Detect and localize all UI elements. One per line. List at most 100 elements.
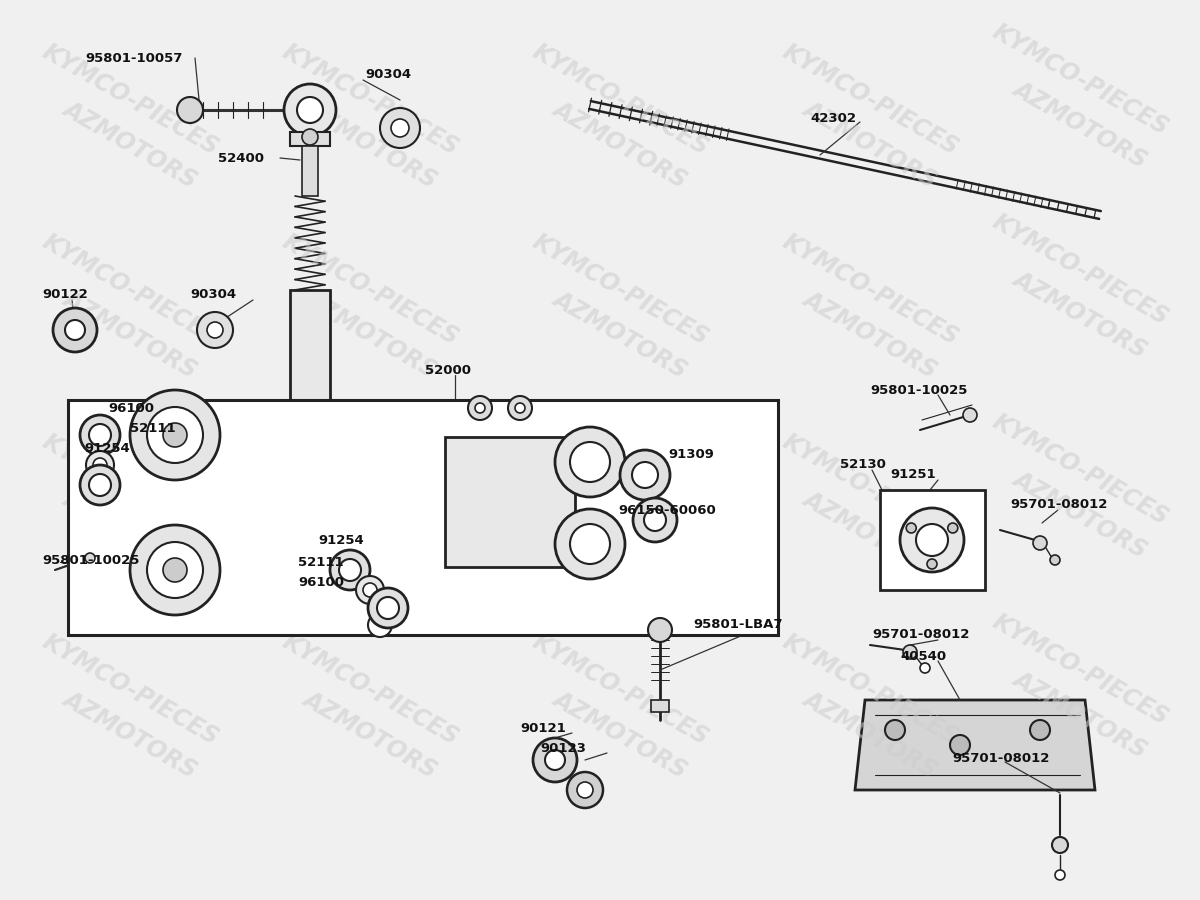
- Text: AZMOTORS: AZMOTORS: [1009, 77, 1151, 173]
- Circle shape: [916, 524, 948, 556]
- Text: 52111: 52111: [298, 555, 343, 569]
- Text: AZMOTORS: AZMOTORS: [299, 97, 442, 193]
- Circle shape: [1055, 870, 1066, 880]
- Circle shape: [80, 415, 120, 455]
- Circle shape: [545, 750, 565, 770]
- Bar: [288, 410, 332, 430]
- Text: AZMOTORS: AZMOTORS: [299, 687, 442, 783]
- Text: KYMCO-PIECES: KYMCO-PIECES: [988, 20, 1172, 140]
- Text: 95801-10025: 95801-10025: [870, 383, 967, 397]
- Text: KYMCO-PIECES: KYMCO-PIECES: [778, 230, 962, 350]
- Text: 42302: 42302: [810, 112, 856, 124]
- Circle shape: [900, 508, 964, 572]
- Text: KYMCO-PIECES: KYMCO-PIECES: [277, 430, 462, 550]
- Circle shape: [948, 523, 958, 533]
- Bar: [68, 400, 778, 635]
- Circle shape: [1052, 837, 1068, 853]
- Circle shape: [311, 415, 325, 429]
- Circle shape: [570, 524, 610, 564]
- Text: AZMOTORS: AZMOTORS: [1009, 667, 1151, 763]
- Text: 40540: 40540: [900, 650, 946, 662]
- Bar: [290, 132, 330, 146]
- Circle shape: [80, 465, 120, 505]
- Circle shape: [577, 782, 593, 798]
- Text: KYMCO-PIECES: KYMCO-PIECES: [277, 230, 462, 350]
- Circle shape: [163, 423, 187, 447]
- Text: 91251: 91251: [890, 469, 936, 482]
- Circle shape: [94, 458, 107, 472]
- Text: KYMCO-PIECES: KYMCO-PIECES: [528, 630, 713, 751]
- Circle shape: [570, 442, 610, 482]
- Circle shape: [1050, 555, 1060, 565]
- Text: AZMOTORS: AZMOTORS: [59, 287, 202, 383]
- Circle shape: [356, 576, 384, 604]
- Circle shape: [475, 403, 485, 413]
- Text: KYMCO-PIECES: KYMCO-PIECES: [37, 630, 222, 751]
- Circle shape: [302, 129, 318, 145]
- Circle shape: [648, 618, 672, 642]
- Text: AZMOTORS: AZMOTORS: [59, 97, 202, 193]
- Circle shape: [904, 645, 917, 659]
- Text: KYMCO-PIECES: KYMCO-PIECES: [988, 610, 1172, 730]
- Text: KYMCO-PIECES: KYMCO-PIECES: [528, 40, 713, 160]
- Text: KYMCO-PIECES: KYMCO-PIECES: [528, 230, 713, 350]
- Text: 95701-08012: 95701-08012: [1010, 499, 1108, 511]
- Text: AZMOTORS: AZMOTORS: [799, 287, 941, 383]
- Circle shape: [508, 396, 532, 420]
- Circle shape: [130, 390, 220, 480]
- Circle shape: [554, 427, 625, 497]
- Circle shape: [163, 558, 187, 582]
- Text: AZMOTORS: AZMOTORS: [548, 487, 691, 583]
- Circle shape: [391, 119, 409, 137]
- Text: 95801-10025: 95801-10025: [42, 554, 139, 566]
- Circle shape: [86, 451, 114, 479]
- Text: 96150-60060: 96150-60060: [618, 503, 715, 517]
- Text: AZMOTORS: AZMOTORS: [1009, 267, 1151, 363]
- Circle shape: [208, 322, 223, 338]
- Circle shape: [368, 613, 392, 637]
- Circle shape: [178, 97, 203, 123]
- Circle shape: [330, 550, 370, 590]
- Text: 96100: 96100: [108, 401, 154, 415]
- Circle shape: [515, 403, 526, 413]
- Text: 52130: 52130: [840, 458, 886, 472]
- Circle shape: [53, 308, 97, 352]
- Text: AZMOTORS: AZMOTORS: [59, 687, 202, 783]
- Circle shape: [632, 462, 658, 488]
- Circle shape: [886, 720, 905, 740]
- Circle shape: [554, 509, 625, 579]
- Polygon shape: [854, 700, 1096, 790]
- Text: AZMOTORS: AZMOTORS: [59, 487, 202, 583]
- Text: KYMCO-PIECES: KYMCO-PIECES: [277, 630, 462, 751]
- Circle shape: [364, 583, 377, 597]
- Text: AZMOTORS: AZMOTORS: [799, 487, 941, 583]
- Circle shape: [964, 408, 977, 422]
- Text: KYMCO-PIECES: KYMCO-PIECES: [37, 230, 222, 350]
- Text: AZMOTORS: AZMOTORS: [799, 687, 941, 783]
- Circle shape: [284, 84, 336, 136]
- Text: 52111: 52111: [130, 421, 175, 435]
- Text: 90121: 90121: [520, 722, 565, 734]
- Text: 52000: 52000: [425, 364, 470, 376]
- Circle shape: [89, 424, 112, 446]
- Circle shape: [950, 735, 970, 755]
- Text: 90123: 90123: [540, 742, 586, 754]
- Circle shape: [148, 542, 203, 598]
- Circle shape: [568, 772, 604, 808]
- Text: KYMCO-PIECES: KYMCO-PIECES: [528, 430, 713, 550]
- Text: KYMCO-PIECES: KYMCO-PIECES: [778, 430, 962, 550]
- Circle shape: [148, 407, 203, 463]
- Text: AZMOTORS: AZMOTORS: [1009, 467, 1151, 563]
- Text: AZMOTORS: AZMOTORS: [548, 287, 691, 383]
- Circle shape: [906, 523, 917, 533]
- Circle shape: [1033, 536, 1046, 550]
- Circle shape: [298, 97, 323, 123]
- Text: 96100: 96100: [298, 575, 344, 589]
- Text: 90304: 90304: [190, 289, 236, 302]
- Circle shape: [533, 738, 577, 782]
- Text: 52400: 52400: [218, 151, 264, 165]
- Text: KYMCO-PIECES: KYMCO-PIECES: [778, 40, 962, 160]
- Circle shape: [130, 525, 220, 615]
- Circle shape: [340, 559, 361, 581]
- Text: KYMCO-PIECES: KYMCO-PIECES: [778, 630, 962, 751]
